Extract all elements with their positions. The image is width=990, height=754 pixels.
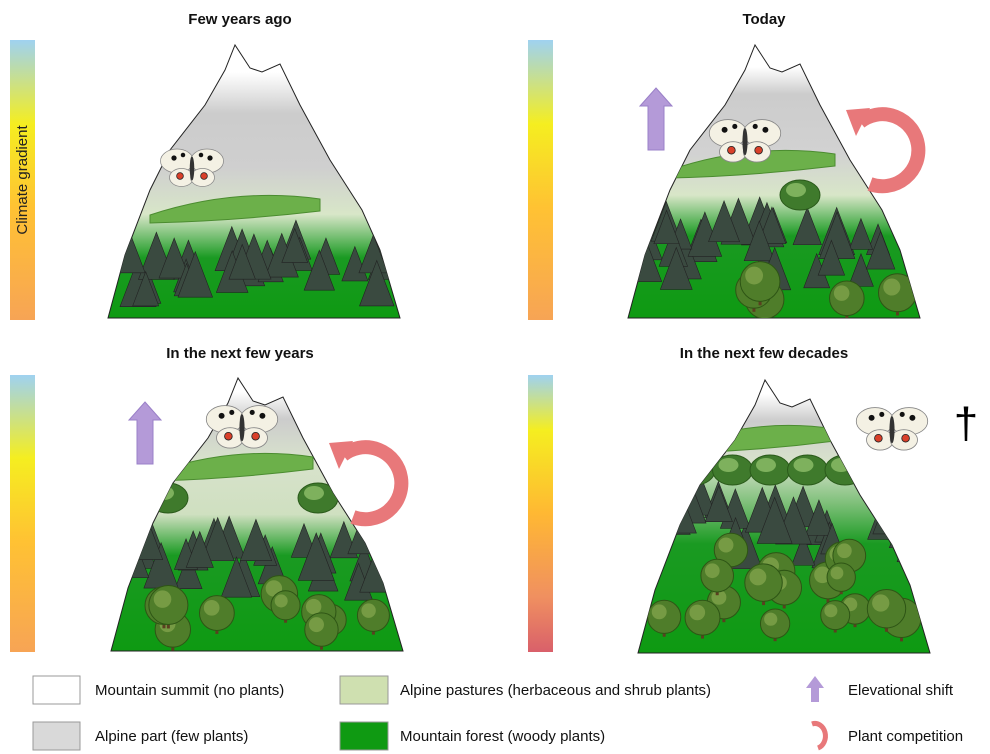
spot <box>225 432 233 440</box>
conifer <box>873 499 899 533</box>
spot <box>753 124 758 129</box>
body <box>889 416 894 443</box>
competition-arrow <box>860 114 918 186</box>
broadleaf-highlight <box>883 278 900 295</box>
spot <box>199 153 204 158</box>
spot <box>909 415 915 421</box>
panel-title: Few years ago <box>188 11 291 28</box>
panel-title: In the next few years <box>166 345 314 362</box>
legend-label: Alpine part (few plants) <box>95 728 248 745</box>
climate-label: Climate gradient <box>14 125 31 235</box>
broadleaf-highlight <box>824 604 837 617</box>
shift-arrow <box>640 88 672 150</box>
body <box>742 128 747 155</box>
broadleaf-highlight <box>831 567 844 580</box>
spot <box>762 127 768 133</box>
broadleaf-highlight <box>154 590 172 608</box>
competition-arrow <box>343 447 401 519</box>
diagram: Few years ago Today In the next few year… <box>0 0 990 754</box>
spot <box>902 434 910 442</box>
shrub-highlight <box>786 183 806 197</box>
spot <box>207 155 212 160</box>
spot <box>171 155 176 160</box>
legend-label: Elevational shift <box>848 682 954 699</box>
legend-curve-arrow <box>812 723 825 748</box>
broadleaf-highlight <box>837 543 852 558</box>
spot <box>900 412 905 417</box>
conifer <box>889 515 914 548</box>
shrub-highlight <box>719 458 739 472</box>
broadleaf-highlight <box>705 563 720 578</box>
broadleaf-highlight <box>652 604 667 619</box>
butterfly <box>856 408 927 451</box>
panel-title: Today <box>742 11 786 28</box>
broadleaf-highlight <box>689 605 705 621</box>
broadleaf-highlight <box>718 537 733 552</box>
legend-arrow <box>806 676 824 702</box>
legend-swatch <box>33 722 80 750</box>
spot <box>259 413 265 419</box>
spot <box>728 146 736 154</box>
spot <box>879 412 884 417</box>
spot <box>250 410 255 415</box>
conifer <box>897 518 930 562</box>
spot <box>201 173 208 180</box>
broadleaf-highlight <box>749 569 766 586</box>
broadleaf-highlight <box>361 603 375 617</box>
body <box>190 157 195 181</box>
body <box>239 414 244 441</box>
spot <box>177 173 184 180</box>
legend-swatch <box>33 676 80 704</box>
shrub <box>675 455 715 485</box>
spot <box>252 432 260 440</box>
spot <box>181 153 186 158</box>
climate-bar <box>10 375 35 652</box>
extinction-symbol: † <box>954 399 978 448</box>
mountain-panel <box>108 45 400 318</box>
shrub-highlight <box>756 458 776 472</box>
legend-label: Mountain forest (woody plants) <box>400 728 605 745</box>
spot <box>732 124 737 129</box>
shrub-highlight <box>794 458 814 472</box>
shrub-highlight <box>681 458 701 472</box>
broadleaf-highlight <box>834 285 850 301</box>
broadleaf-highlight <box>306 599 321 614</box>
broadleaf-highlight <box>309 617 324 632</box>
legend-swatch <box>340 676 388 704</box>
broadleaf-highlight <box>745 267 763 285</box>
legend-swatch <box>340 722 388 750</box>
conifer <box>644 517 668 549</box>
spot <box>755 146 763 154</box>
spot <box>722 127 728 133</box>
spot <box>875 434 883 442</box>
spot <box>869 415 875 421</box>
climate-bar <box>528 40 553 320</box>
broadleaf-highlight <box>275 594 288 607</box>
conifer <box>655 490 685 529</box>
shift-arrow <box>129 402 161 464</box>
conifer <box>640 504 669 542</box>
shrub-highlight <box>304 486 324 500</box>
panel-title: In the next few decades <box>680 345 848 362</box>
legend-label: Plant competition <box>848 728 963 745</box>
broadleaf-highlight <box>764 613 777 626</box>
broadleaf-highlight <box>204 600 220 616</box>
legend-label: Alpine pastures (herbaceous and shrub pl… <box>400 682 711 699</box>
shrub-highlight <box>154 486 174 500</box>
climate-bar <box>528 375 553 652</box>
spot <box>229 410 234 415</box>
broadleaf-highlight <box>872 594 889 611</box>
legend-label: Mountain summit (no plants) <box>95 682 284 699</box>
spot <box>219 413 225 419</box>
